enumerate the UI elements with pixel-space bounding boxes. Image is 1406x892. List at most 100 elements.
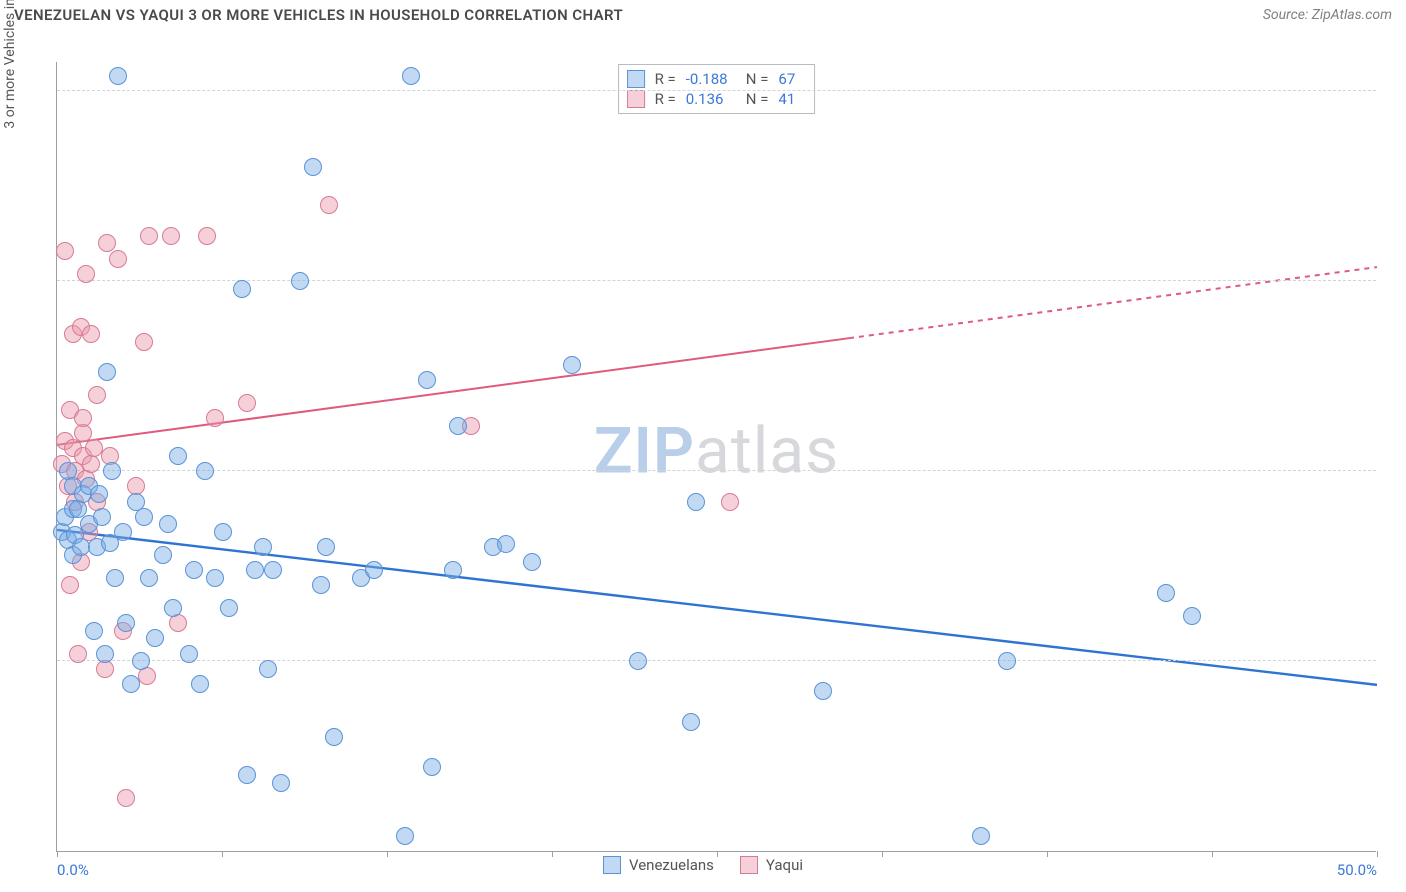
venezuelans-point [238,766,256,784]
legend-label: Venezuelans [629,856,714,874]
venezuelans-point [159,515,177,533]
venezuelans-point [418,371,436,389]
venezuelans-point [259,660,277,678]
venezuelans-point [96,645,114,663]
regression-lines-svg [57,62,1377,852]
venezuelans-point [523,553,541,571]
venezuelans-point [206,569,224,587]
y-tick-label: 25.0% [1386,462,1406,480]
venezuelans-point [325,728,343,746]
yaqui-point [206,409,224,427]
x-tick [57,851,58,857]
x-tick [552,851,553,857]
venezuelans-point [1183,607,1201,625]
n-value: 67 [778,70,806,88]
venezuelans-point [246,561,264,579]
y-tick-label: 50.0% [1386,82,1406,100]
venezuelans-point [103,462,121,480]
venezuelans-point [998,652,1016,670]
series-legend: Venezuelans Yaqui [603,856,803,874]
venezuelans-point [90,485,108,503]
venezuelans-point [449,417,467,435]
venezuelans-point [132,652,150,670]
venezuelans-point [365,561,383,579]
legend-item-yaqui: Yaqui [740,856,803,874]
venezuelans-point [180,645,198,663]
venezuelans-point [93,508,111,526]
venezuelans-point [140,569,158,587]
yaqui-point [238,394,256,412]
yaqui-regression-line-dashed [849,267,1377,338]
venezuelans-point [233,280,251,298]
venezuelans-point [423,758,441,776]
venezuelans-point [682,713,700,731]
venezuelans-point [98,363,116,381]
venezuelans-point [402,67,420,85]
watermark-strong: ZIP [594,413,695,488]
gridline [57,90,1376,91]
venezuelans-point [317,538,335,556]
yaqui-point [56,242,74,260]
venezuelans-point [563,356,581,374]
gridline [57,660,1376,661]
venezuelans-point [196,462,214,480]
r-label: R = [655,70,676,88]
r-value: 0.136 [686,90,736,108]
venezuelans-point [109,67,127,85]
venezuelans-point [972,827,990,845]
yaqui-point [117,789,135,807]
yaqui-swatch [627,90,645,108]
watermark-light: atlas [695,413,839,488]
scatter-plot: ZIPatlas R =-0.188N =67R =0.136N =41 12.… [56,62,1376,852]
yaqui-point [74,409,92,427]
venezuelans-point [117,614,135,632]
venezuelans-point [272,774,290,792]
yaqui-point [721,493,739,511]
venezuelans-point [191,675,209,693]
venezuelans-point [396,827,414,845]
n-label: N = [746,70,769,88]
venezuelans-point [814,682,832,700]
venezuelans-point [687,493,705,511]
yaqui-point [135,333,153,351]
legend-item-venezuelans: Venezuelans [603,856,714,874]
venezuelans-regression-line [57,530,1377,685]
stats-row-venezuelans: R = -0.188 N = 67 [627,69,807,89]
n-label: N = [746,90,769,108]
yaqui-point [88,386,106,404]
x-tick [1377,851,1378,857]
r-value: -0.188 [686,70,736,88]
venezuelans-point [497,535,515,553]
yaqui-point [140,227,158,245]
yaqui-point [82,455,100,473]
x-tick-label: 0.0% [57,861,89,879]
y-axis-label: 3 or more Vehicles in Household [2,0,18,129]
venezuelans-point [1157,584,1175,602]
venezuelans-swatch [627,70,645,88]
chart-header: VENEZUELAN VS YAQUI 3 OR MORE VEHICLES I… [0,0,1406,28]
x-tick [222,851,223,857]
chart-source: Source: ZipAtlas.com [1263,7,1392,23]
venezuelans-point [85,622,103,640]
venezuelans-swatch [603,856,621,874]
venezuelans-point [291,272,309,290]
x-tick [1212,851,1213,857]
gridline [57,470,1376,471]
venezuelans-point [304,158,322,176]
legend-label: Yaqui [766,856,803,874]
venezuelans-point [169,447,187,465]
venezuelans-point [214,523,232,541]
yaqui-point [320,196,338,214]
yaqui-point [82,325,100,343]
yaqui-point [69,645,87,663]
venezuelans-point [185,561,203,579]
venezuelans-point [122,675,140,693]
yaqui-point [198,227,216,245]
r-label: R = [655,90,676,108]
x-tick [1047,851,1048,857]
watermark: ZIPatlas [594,413,839,488]
n-value: 41 [778,90,806,108]
yaqui-point [77,265,95,283]
venezuelans-point [444,561,462,579]
venezuelans-point [106,569,124,587]
